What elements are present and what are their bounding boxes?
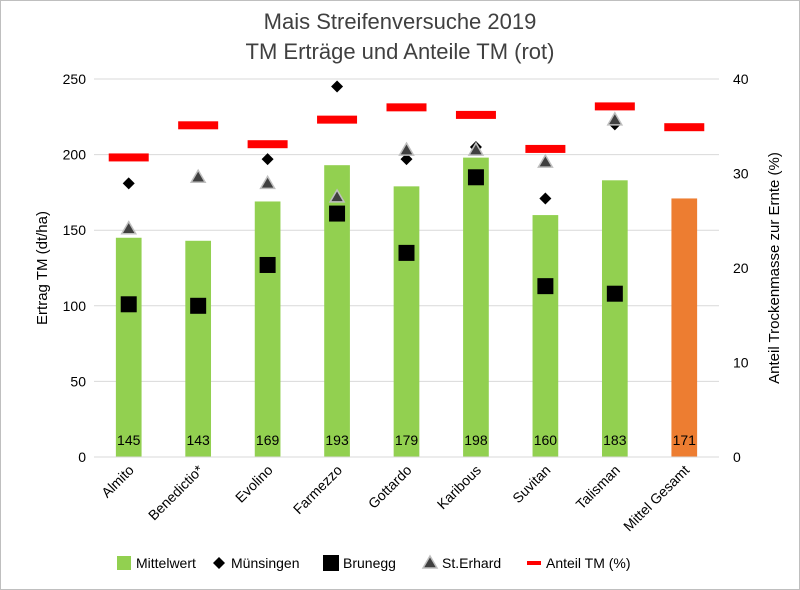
diamond-marker	[400, 153, 413, 166]
triangle-marker	[259, 174, 276, 190]
x-tick-label: Benedictio*	[145, 461, 207, 523]
legend-label: St.Erhard	[442, 555, 501, 571]
x-tick-label: Almito	[98, 462, 137, 501]
square-marker	[467, 169, 484, 186]
y2-tick-label: 40	[733, 71, 749, 87]
bar	[671, 198, 698, 457]
x-tick-label: Evolino	[232, 462, 276, 506]
triangle-marker	[537, 153, 554, 168]
x-tick-label: Gottardo	[365, 462, 415, 512]
triangle-marker	[328, 188, 346, 203]
legend: Mittelwert Münsingen Brunegg St.Erhard Antei…	[117, 554, 631, 571]
legend-label: Brunegg	[343, 555, 396, 571]
bar	[532, 215, 559, 457]
legend-swatch-diamond	[213, 557, 225, 569]
bar-value-label: 145	[117, 432, 141, 448]
y2-tick-label: 30	[733, 166, 749, 182]
x-tick-label: Farmezzo	[290, 462, 345, 517]
dash-marker	[594, 102, 635, 111]
bar-value-label: 193	[325, 432, 349, 448]
bars: 145 143 169 193 179 198 160 183 171	[115, 157, 698, 458]
y2-axis-label: Anteil Trockenmasse zur Ernte (%)	[766, 152, 783, 384]
y-tick-label: 200	[63, 147, 87, 163]
chart-title-line-1: Mais Streifenversuche 2019	[264, 9, 537, 34]
bar	[254, 201, 281, 457]
dash-marker	[455, 110, 496, 119]
x-tick-label: Talisman	[573, 462, 623, 512]
triangle-marker	[467, 141, 485, 156]
x-tick-label: Suvitan	[509, 462, 553, 506]
dash-marker	[386, 103, 427, 112]
x-tick-label: Karibous	[434, 462, 484, 512]
legend-swatch-dash	[527, 561, 541, 565]
diamond-marker	[261, 153, 274, 166]
y-axis-label: Ertrag TM (dt/ha)	[34, 211, 51, 325]
markers	[108, 80, 705, 314]
diamond-marker	[122, 177, 135, 190]
bar	[463, 157, 489, 457]
square-marker	[398, 244, 415, 261]
dash-marker	[178, 121, 219, 130]
triangle-marker	[189, 168, 207, 184]
bar-value-label: 169	[256, 432, 280, 448]
dash-marker	[108, 153, 149, 162]
triangle-marker	[606, 111, 624, 126]
bar-value-label: 143	[186, 432, 210, 448]
y-tick-label: 250	[63, 71, 87, 87]
chart-title-line-2: TM Erträge und Anteile TM (rot)	[246, 39, 555, 64]
dash-marker	[664, 123, 705, 132]
diamond-marker	[539, 192, 552, 205]
x-tick-label: Mittel Gesamt	[620, 462, 692, 534]
diamond-marker	[331, 80, 344, 93]
bar	[393, 186, 420, 458]
bar-value-label: 183	[603, 432, 627, 448]
square-marker	[329, 205, 346, 222]
square-marker	[606, 285, 623, 302]
dash-marker	[317, 115, 358, 124]
bar-value-label: 160	[534, 432, 558, 448]
square-marker	[120, 296, 137, 313]
y2-tick-label: 10	[733, 355, 749, 371]
dash-marker	[247, 140, 288, 149]
triangle-marker	[120, 220, 138, 235]
triangle-marker	[398, 141, 415, 156]
square-marker	[537, 278, 554, 295]
y2-tick-label: 0	[733, 449, 741, 465]
y-tick-label: 50	[70, 373, 86, 389]
bar	[115, 237, 142, 457]
bar-value-label: 179	[395, 432, 419, 448]
bar	[185, 240, 212, 457]
y2-tick-label: 20	[733, 260, 749, 276]
bar	[601, 180, 628, 457]
legend-label: Anteil TM (%)	[546, 555, 631, 571]
legend-swatch-bar	[117, 556, 131, 570]
legend-swatch-square	[323, 555, 339, 571]
bar-value-label: 198	[464, 432, 488, 448]
y-tick-label: 100	[63, 298, 87, 314]
y-tick-label: 0	[78, 449, 86, 465]
legend-label: Mittelwert	[136, 555, 196, 571]
bar-value-label: 171	[673, 432, 697, 448]
square-marker	[190, 297, 207, 314]
legend-label: Münsingen	[231, 555, 300, 571]
dash-marker	[525, 144, 566, 153]
square-marker	[259, 256, 276, 273]
y-tick-label: 150	[63, 222, 87, 238]
legend-swatch-triangle	[421, 554, 439, 569]
